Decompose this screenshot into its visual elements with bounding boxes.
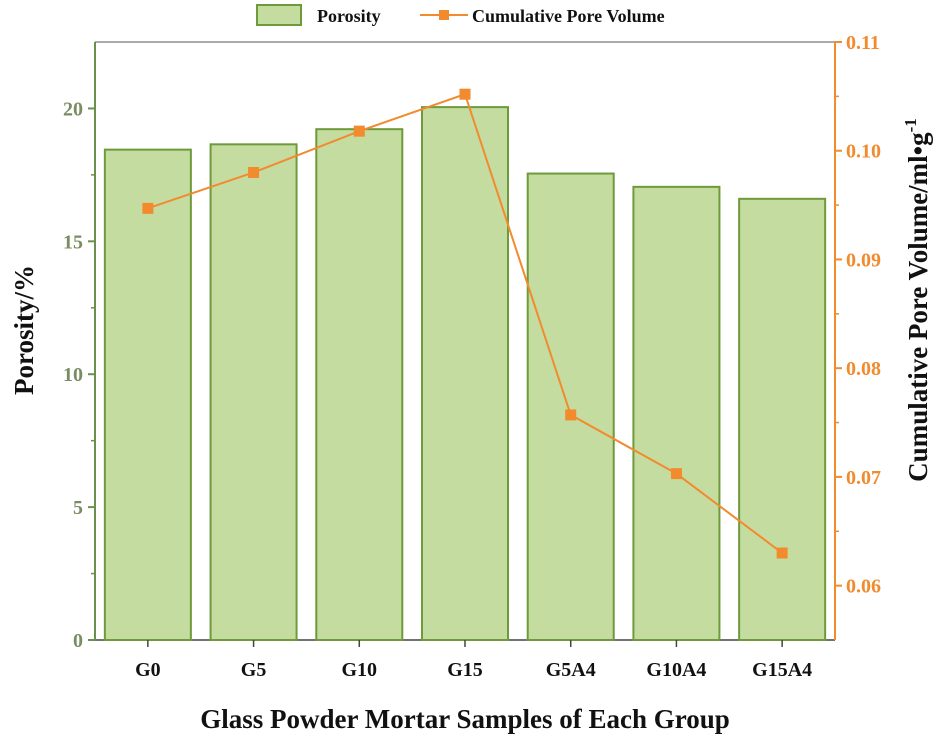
legend: Porosity Cumulative Pore Volume	[256, 4, 665, 26]
right-axis-title: Cumulative Pore Volume/ml•g-1	[901, 118, 933, 482]
pore-volume-series	[142, 88, 788, 559]
bar-g15	[421, 106, 509, 642]
pore-volume-point-g5	[248, 166, 260, 178]
right-tick-label: 0.10	[846, 141, 881, 163]
left-axis-ticks: 0 5 10 15 20	[63, 98, 95, 652]
right-axis-ticks: 0.06 0.07 0.08 0.09 0.10 0.11	[835, 32, 881, 598]
pore-volume-point-g5a4	[565, 409, 577, 421]
left-tick-label: 10	[63, 364, 83, 386]
right-tick-label: 0.07	[846, 467, 881, 489]
right-tick-label: 0.09	[846, 249, 881, 271]
x-tick-label-g15: G15	[447, 659, 483, 681]
pore-volume-point-g0	[142, 202, 154, 214]
pore-volume-point-g10a4	[670, 468, 682, 480]
bars	[103, 106, 827, 642]
bar-g5a4	[526, 172, 615, 641]
x-axis-ticks: G0 G5 G10 G15 G5A4 G10A4 G15A4	[135, 640, 812, 681]
right-axis-title-base: Cumulative Pore Volume/ml•g	[903, 132, 933, 482]
bar-g0	[103, 148, 192, 641]
pore-volume-point-g10	[353, 125, 365, 137]
x-tick-label-g10: G10	[342, 659, 378, 681]
right-tick-label: 0.08	[846, 358, 881, 380]
right-axis-title-superscript: -1	[901, 118, 920, 132]
left-tick-label: 15	[63, 231, 83, 253]
bar-g15a4	[738, 197, 827, 641]
legend-porosity-label: Porosity	[317, 6, 381, 26]
right-tick-label: 0.06	[846, 576, 881, 598]
pore-volume-point-g15	[459, 88, 471, 100]
pore-volume-point-g15a4	[776, 547, 788, 559]
legend-pore-volume-marker	[439, 10, 449, 20]
legend-pore-volume-label: Cumulative Pore Volume	[472, 6, 665, 26]
x-tick-label-g15a4: G15A4	[752, 659, 812, 681]
left-tick-label: 0	[73, 630, 83, 652]
right-tick-label: 0.11	[846, 32, 880, 54]
left-tick-label: 5	[73, 497, 83, 519]
left-tick-label: 20	[63, 98, 83, 120]
bar-g10	[315, 128, 404, 641]
x-tick-label-g5a4: G5A4	[546, 659, 596, 681]
left-axis-title: Porosity/%	[9, 265, 39, 395]
legend-porosity-swatch	[256, 4, 302, 26]
x-tick-label-g0: G0	[135, 659, 161, 681]
x-tick-label-g10a4: G10A4	[646, 659, 706, 681]
bar-g10a4	[632, 185, 721, 642]
bar-g5	[209, 143, 298, 642]
x-axis-title: Glass Powder Mortar Samples of Each Grou…	[200, 704, 730, 734]
x-tick-label-g5: G5	[241, 659, 267, 681]
